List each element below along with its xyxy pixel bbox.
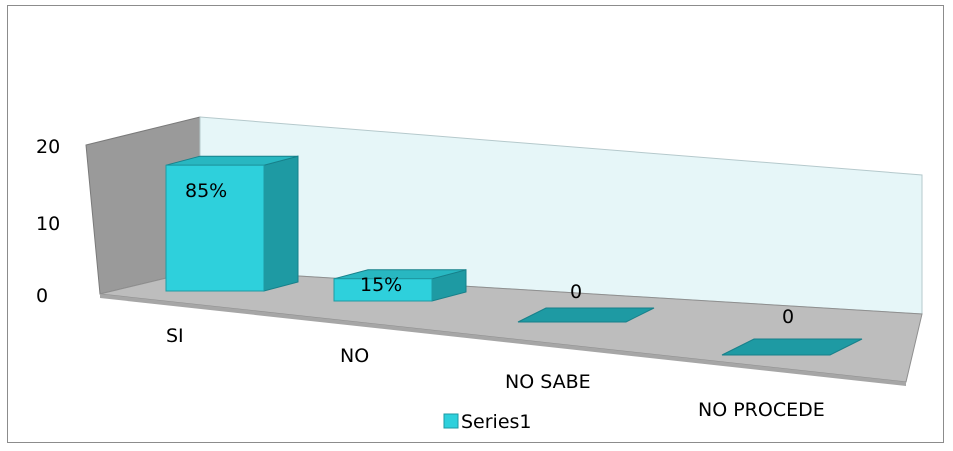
bar-top-2 <box>517 307 655 323</box>
data-label-0: 85% <box>185 180 227 202</box>
bar-front-0 <box>165 164 265 292</box>
data-label-3: 0 <box>782 306 794 328</box>
data-label-2: 0 <box>570 281 582 303</box>
bar-top-3 <box>721 338 863 356</box>
legend-swatch <box>443 413 459 429</box>
floor-edge <box>100 294 906 386</box>
bars-group: 85% 15% 0 0 <box>165 155 863 356</box>
category-label-no: NO <box>340 345 369 367</box>
y-tick-0: 0 <box>36 285 48 307</box>
category-label-no-procede: NO PROCEDE <box>698 399 825 421</box>
legend-label: Series1 <box>461 411 532 433</box>
category-label-no-sabe: NO SABE <box>505 371 591 393</box>
bar-side-0 <box>263 155 299 292</box>
y-tick-10: 10 <box>36 213 60 235</box>
category-label-si: SI <box>166 325 184 347</box>
data-label-1: 15% <box>360 274 402 296</box>
bar-front-1 <box>333 278 433 302</box>
y-tick-20: 20 <box>36 136 60 158</box>
